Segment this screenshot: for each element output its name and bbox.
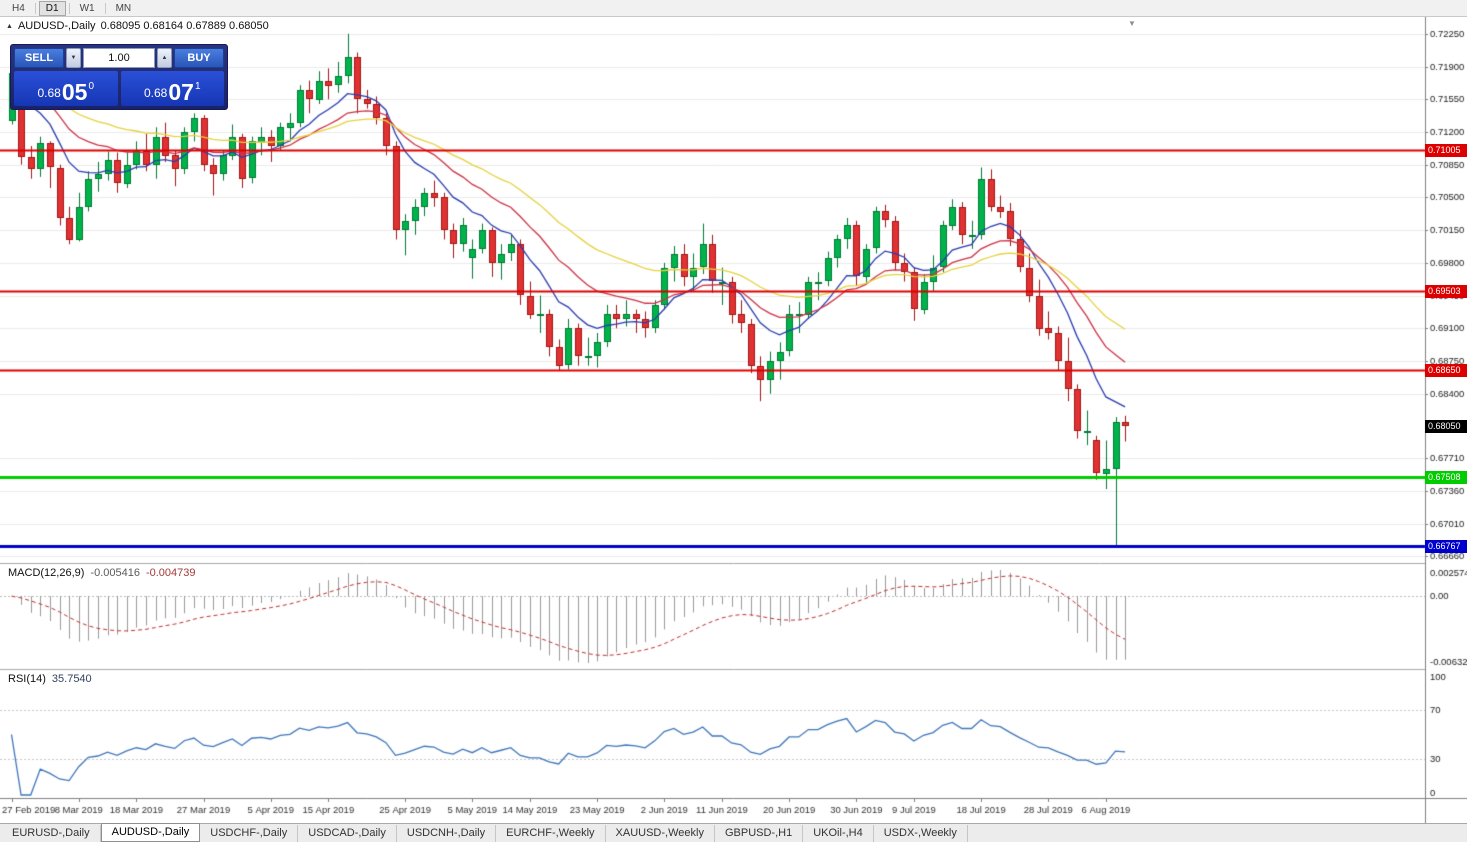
volume-increase-button[interactable]: ▲	[157, 48, 172, 68]
toolbar-separator	[34, 2, 36, 14]
rsi-indicator-label: RSI(14) 35.7540	[8, 673, 92, 685]
trade-controls-row: SELL ▼ ▲ BUY	[14, 48, 224, 68]
price-level-tag: 0.71005	[1425, 144, 1467, 157]
volume-input[interactable]	[83, 48, 155, 68]
period-button-d1[interactable]: D1	[38, 0, 66, 16]
toolbar-separator	[104, 2, 106, 14]
period-toolbar: H4 D1 W1 MN	[0, 0, 1467, 17]
price-level-tag: 0.67508	[1425, 471, 1467, 484]
chart-canvas[interactable]	[0, 17, 1467, 823]
buy-price-point: 1	[194, 81, 201, 92]
sell-price-point: 0	[88, 81, 94, 92]
period-button-mn[interactable]: MN	[115, 2, 132, 14]
chart-tab-usdcnhdaily[interactable]: USDCNH-,Daily	[397, 825, 497, 842]
macd-signal-value: -0.004739	[145, 567, 196, 579]
chart-tab-usdcaddaily[interactable]: USDCAD-,Daily	[298, 825, 397, 842]
buy-price-pips: 07	[168, 79, 194, 105]
chart-tab-gbpusdh1[interactable]: GBPUSD-,H1	[715, 825, 804, 842]
sell-button[interactable]: SELL	[14, 48, 64, 68]
period-button-h4[interactable]: H4	[12, 2, 25, 14]
buy-price-base: 0.68	[143, 86, 168, 100]
price-level-tag: 0.68650	[1425, 364, 1467, 377]
volume-decrease-button[interactable]: ▼	[66, 48, 81, 68]
sell-price-box[interactable]: 0.68 05 0	[14, 71, 118, 106]
period-button-w1[interactable]: W1	[79, 2, 95, 14]
chart-title-bar: ▲ AUDUSD-,Daily 0.68095 0.68164 0.67889 …	[6, 20, 269, 32]
chart-tab-ukoilh4[interactable]: UKOil-,H4	[803, 825, 874, 842]
chart-symbol-label: AUDUSD-,Daily	[17, 20, 96, 32]
sell-price-pips: 05	[61, 79, 88, 105]
macd-name: MACD(12,26,9)	[8, 567, 85, 579]
chart-tab-xauusdweekly[interactable]: XAUUSD-,Weekly	[606, 825, 715, 842]
price-level-tag: 0.66767	[1425, 540, 1467, 553]
current-price-tag: 0.68050	[1425, 420, 1467, 433]
chart-tab-usdchfdaily[interactable]: USDCHF-,Daily	[200, 825, 299, 842]
chart-symbol-icon: ▲	[6, 22, 13, 30]
chart-region: ▲ AUDUSD-,Daily 0.68095 0.68164 0.67889 …	[0, 17, 1467, 823]
chart-ohlc-values: 0.68095 0.68164 0.67889 0.68050	[100, 20, 269, 32]
chart-tab-eurchfweekly[interactable]: EURCHF-,Weekly	[496, 825, 606, 842]
buy-price-box[interactable]: 0.68 07 1	[120, 71, 224, 106]
sell-price-base: 0.68	[37, 86, 61, 100]
chart-tab-eurusddaily[interactable]: EURUSD-,Daily	[2, 825, 101, 842]
buy-button[interactable]: BUY	[174, 48, 224, 68]
rsi-name: RSI(14)	[8, 673, 46, 685]
macd-main-value: -0.005416	[90, 567, 140, 579]
chart-tab-audusddaily[interactable]: AUDUSD-,Daily	[100, 823, 201, 842]
chart-tab-usdxweekly[interactable]: USDX-,Weekly	[874, 825, 968, 842]
price-level-tag: 0.69503	[1425, 285, 1467, 298]
chart-shift-marker-icon[interactable]: ▼	[1128, 19, 1136, 28]
macd-indicator-label: MACD(12,26,9) -0.005416 -0.004739	[8, 567, 196, 579]
toolbar-separator	[68, 2, 70, 14]
chart-tab-bar: EURUSD-,Daily AUDUSD-,Daily USDCHF-,Daily U…	[0, 823, 1467, 842]
trade-prices-row: 0.68 05 0 0.68 07 1	[14, 71, 224, 106]
rsi-value: 35.7540	[51, 673, 92, 685]
